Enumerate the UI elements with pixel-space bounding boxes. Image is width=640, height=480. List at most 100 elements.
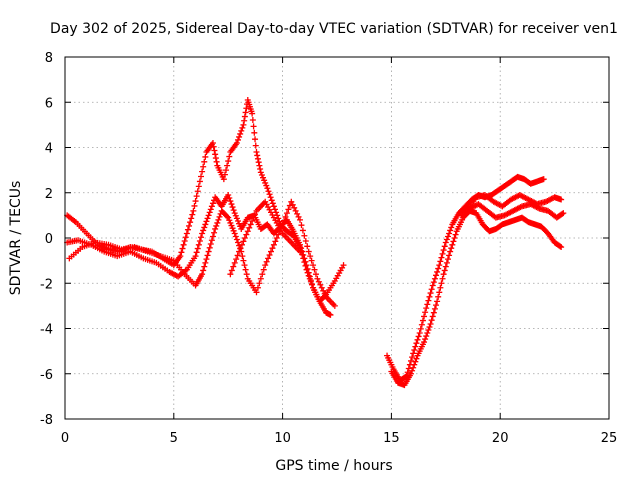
x-axis-title: GPS time / hours	[275, 458, 392, 474]
data-point	[220, 176, 227, 183]
data-point	[226, 195, 233, 202]
data-point	[441, 267, 448, 274]
data-point	[300, 251, 307, 258]
data-point	[243, 231, 250, 238]
data-point	[407, 370, 414, 377]
data-point	[198, 173, 204, 180]
data-point	[256, 280, 263, 287]
data-point	[427, 320, 434, 327]
data-point	[306, 273, 313, 280]
grid	[65, 57, 609, 419]
data-point	[304, 265, 311, 272]
data-point	[203, 256, 210, 263]
data-point	[242, 266, 249, 273]
data-point	[199, 230, 206, 237]
y-tick-label: 6	[45, 96, 53, 111]
data-point	[425, 297, 432, 304]
data-point	[237, 130, 244, 137]
data-point	[270, 241, 277, 248]
y-axis-title: SDTVAR / TECUs	[8, 181, 24, 296]
data-point	[441, 243, 448, 250]
data-point	[431, 305, 438, 312]
data-point	[281, 217, 288, 224]
data-point	[262, 262, 269, 269]
series-sat-f	[388, 207, 565, 389]
x-tick-label: 15	[383, 431, 400, 446]
data-point	[429, 313, 436, 320]
series-sat-b	[64, 192, 347, 305]
data-point	[310, 262, 317, 269]
data-point	[448, 224, 455, 231]
data-point	[212, 155, 219, 162]
series-sat-d	[227, 198, 304, 278]
data-point	[231, 230, 238, 237]
data-point	[209, 200, 216, 207]
data-point	[253, 149, 260, 156]
data-point	[196, 178, 203, 185]
data-point	[439, 250, 446, 257]
data-point	[447, 248, 454, 255]
data-point	[183, 230, 190, 237]
data-point	[311, 266, 318, 273]
data-point	[409, 354, 416, 361]
data-point	[224, 162, 231, 169]
data-point	[269, 200, 276, 207]
data-point	[442, 263, 449, 270]
data-point	[267, 248, 274, 255]
data-point	[201, 224, 208, 231]
data-point	[252, 142, 259, 149]
data-point	[331, 302, 338, 309]
data-point	[301, 232, 308, 239]
data-point	[308, 257, 315, 264]
data-point	[225, 158, 232, 165]
data-point	[213, 158, 220, 165]
data-point	[253, 289, 260, 296]
data-point	[240, 257, 247, 264]
data-point	[215, 216, 222, 223]
data-point	[241, 113, 248, 120]
data-point	[238, 241, 245, 248]
data-points	[64, 96, 567, 389]
data-point	[307, 253, 314, 260]
data-point	[451, 235, 458, 241]
data-point	[327, 311, 334, 318]
data-point	[560, 210, 567, 217]
data-point	[227, 271, 234, 278]
series-sat-g	[458, 201, 567, 221]
data-point	[252, 211, 259, 218]
data-point	[307, 277, 314, 284]
data-point	[238, 127, 245, 134]
data-point	[250, 214, 257, 221]
data-point	[265, 255, 272, 262]
data-point	[196, 238, 203, 245]
data-point	[321, 290, 328, 297]
data-point	[216, 213, 223, 220]
data-point	[212, 151, 219, 158]
data-point	[202, 259, 209, 266]
data-point	[228, 201, 235, 208]
data-point	[191, 202, 198, 209]
data-point	[410, 350, 417, 357]
data-point	[234, 136, 241, 143]
data-point	[312, 271, 319, 278]
data-point	[192, 253, 199, 260]
data-point	[209, 233, 216, 240]
data-point	[271, 206, 278, 213]
data-point	[225, 192, 232, 199]
data-point	[192, 198, 199, 205]
chart-title: Day 302 of 2025, Sidereal Day-to-day VTE…	[50, 21, 618, 37]
data-point	[318, 284, 325, 291]
data-point	[411, 361, 418, 368]
data-point	[297, 241, 304, 248]
series-sat-h	[464, 192, 565, 212]
data-point	[320, 287, 327, 294]
data-point	[221, 171, 228, 178]
data-point	[275, 231, 282, 238]
data-point	[213, 222, 220, 229]
x-tick-label: 0	[61, 431, 69, 446]
data-point	[413, 355, 420, 362]
data-point	[206, 209, 213, 216]
data-point	[242, 109, 249, 116]
data-point	[239, 124, 246, 131]
